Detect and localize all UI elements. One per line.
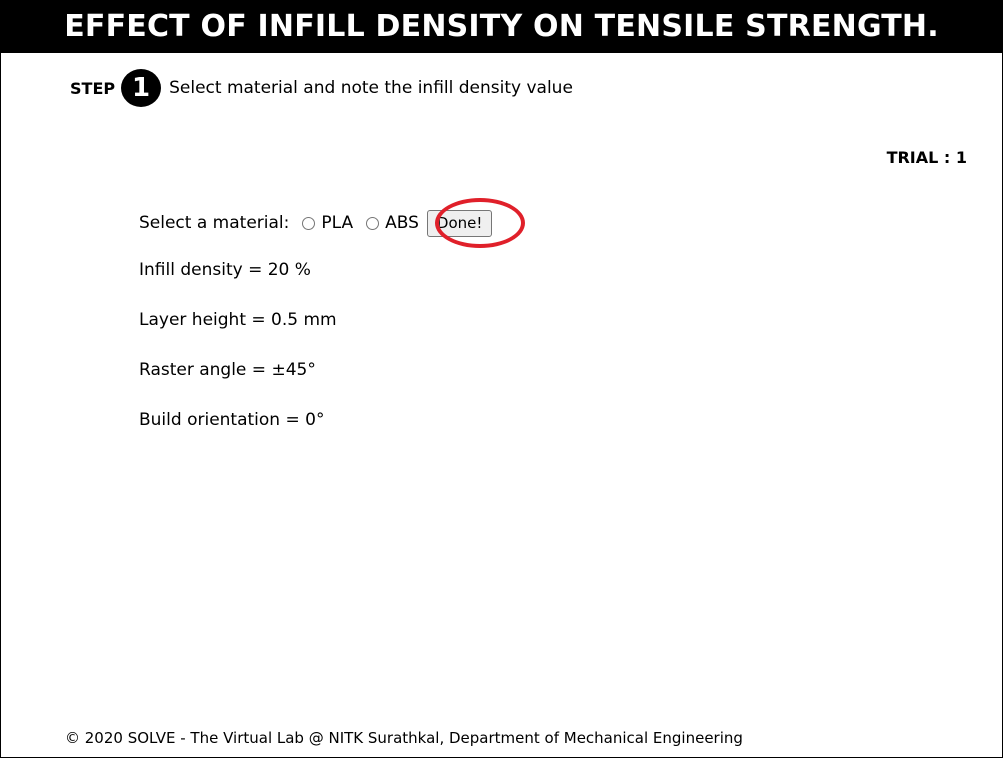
step-indicator: STEP 1 Select material and note the infi… <box>70 68 573 108</box>
radio-pla[interactable] <box>302 216 316 230</box>
build-orientation-value: Build orientation = 0° <box>139 410 325 430</box>
radio-abs[interactable] <box>366 216 380 230</box>
done-button[interactable]: Done! <box>426 209 493 237</box>
raster-angle-value: Raster angle = ±45° <box>139 360 316 380</box>
footer-copyright: © 2020 SOLVE - The Virtual Lab @ NITK Su… <box>65 729 743 747</box>
layer-height-value: Layer height = 0.5 mm <box>139 310 337 330</box>
step-instruction: Select material and note the infill dens… <box>169 78 573 98</box>
infill-density-value: Infill density = 20 % <box>139 260 311 280</box>
material-prompt: Select a material: <box>139 213 290 233</box>
step-number-badge: 1 <box>121 69 162 107</box>
trial-counter: TRIAL : 1 <box>886 148 967 167</box>
material-selector: Select a material: PLA ABS Done! <box>139 209 493 237</box>
page-title: EFFECT OF INFILL DENSITY ON TENSILE STRE… <box>0 0 1003 53</box>
radio-pla-label[interactable]: PLA <box>321 213 354 233</box>
step-label: STEP <box>70 78 116 98</box>
radio-abs-label[interactable]: ABS <box>385 213 419 233</box>
